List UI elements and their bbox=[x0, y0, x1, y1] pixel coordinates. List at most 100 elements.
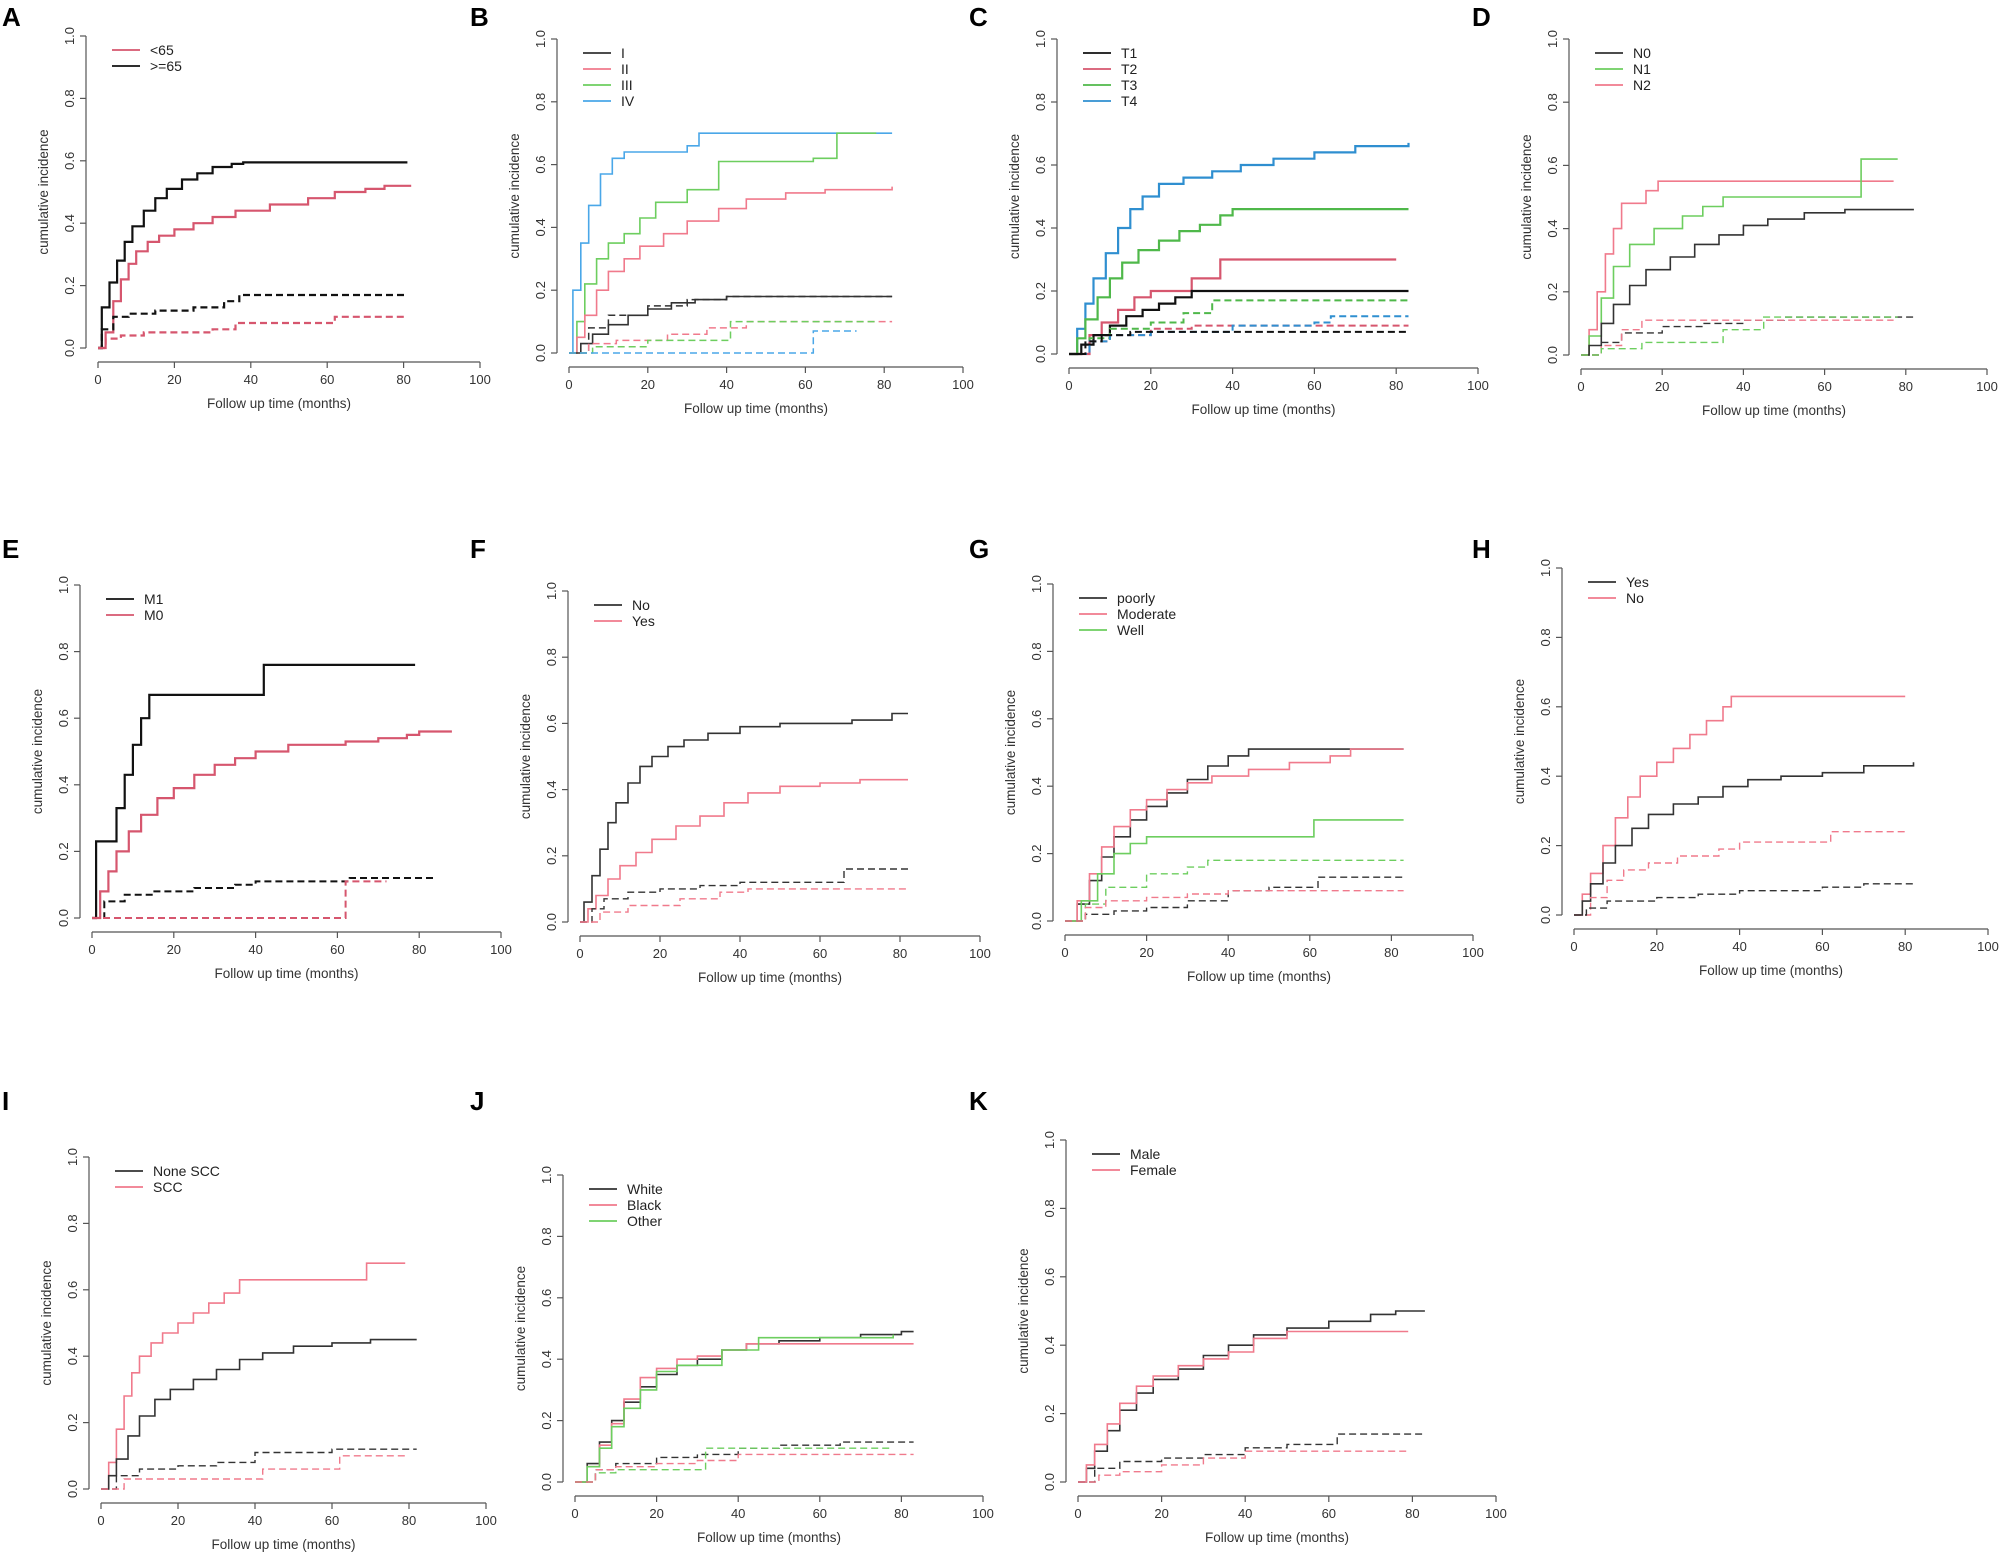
x-tick-label-e: 0 bbox=[88, 942, 95, 957]
x-tick-label-f: 0 bbox=[576, 946, 583, 961]
x-tick-label-d: 40 bbox=[1736, 379, 1750, 394]
panel-g: G 0 20 40 60 80 100 Follow up time (months) 0.0 0… bbox=[969, 534, 1484, 984]
y-tick-label-d: 0.4 bbox=[1545, 220, 1560, 238]
x-axis-title-g: Follow up time (months) bbox=[1187, 969, 1331, 984]
legend-label-k: Male bbox=[1130, 1146, 1161, 1162]
legend-label-g: Moderate bbox=[1117, 606, 1176, 622]
legend-label-c: T4 bbox=[1121, 93, 1138, 109]
series-line-i-none-scc bbox=[101, 1338, 417, 1490]
x-tick-label-d: 100 bbox=[1976, 379, 1998, 394]
y-axis-title-c: cumulative incidence bbox=[1007, 134, 1022, 259]
x-tick-label-i: 0 bbox=[97, 1513, 104, 1528]
series-line-b-iv-competing bbox=[569, 330, 857, 354]
series-line-k-male-competing bbox=[1078, 1433, 1425, 1483]
panel-letter-h: H bbox=[1472, 534, 1491, 564]
series-line-b-iv bbox=[569, 132, 893, 354]
y-tick-label-c: 1.0 bbox=[1033, 30, 1048, 48]
x-tick-label-c: 20 bbox=[1144, 378, 1158, 393]
y-tick-label-j: 0.6 bbox=[539, 1289, 554, 1307]
series-line-c-t4 bbox=[1069, 142, 1410, 356]
y-tick-label-k: 0.6 bbox=[1042, 1268, 1057, 1286]
y-tick-label-j: 0.0 bbox=[539, 1473, 554, 1491]
y-tick-label-j: 0.4 bbox=[539, 1350, 554, 1368]
x-tick-label-h: 0 bbox=[1570, 939, 1577, 954]
panel-a: A 0 20 40 60 80 100 Follow up time (months) 0.0 0… bbox=[2, 2, 491, 411]
y-tick-label-a: 0.4 bbox=[62, 214, 77, 232]
y-tick-label-h: 0.2 bbox=[1538, 837, 1553, 855]
y-tick-label-f: 0.6 bbox=[544, 714, 559, 732]
y-tick-label-c: 0.0 bbox=[1033, 345, 1048, 363]
x-tick-label-a: 0 bbox=[94, 372, 101, 387]
x-axis-title-i: Follow up time (months) bbox=[211, 1537, 355, 1552]
x-axis-title-h: Follow up time (months) bbox=[1699, 963, 1843, 978]
x-tick-label-f: 40 bbox=[733, 946, 747, 961]
x-tick-label-k: 40 bbox=[1238, 1506, 1252, 1521]
x-axis-title-f: Follow up time (months) bbox=[698, 970, 842, 985]
x-tick-label-h: 40 bbox=[1732, 939, 1746, 954]
series-line-b-ii bbox=[569, 186, 893, 354]
y-tick-label-h: 0.4 bbox=[1538, 767, 1553, 785]
y-tick-label-c: 0.6 bbox=[1033, 156, 1048, 174]
y-tick-label-f: 0.0 bbox=[544, 913, 559, 931]
legend-label-c: T2 bbox=[1121, 61, 1138, 77]
y-tick-label-d: 1.0 bbox=[1545, 30, 1560, 48]
x-tick-label-k: 20 bbox=[1154, 1506, 1168, 1521]
series-line-f-no-competing bbox=[580, 868, 908, 923]
y-tick-label-j: 0.2 bbox=[539, 1412, 554, 1430]
x-tick-label-g: 20 bbox=[1139, 945, 1153, 960]
series-line-e-m1-competing bbox=[92, 877, 436, 919]
x-axis-title-j: Follow up time (months) bbox=[697, 1530, 841, 1545]
y-tick-label-b: 0.0 bbox=[533, 344, 548, 362]
panel-letter-d: D bbox=[1472, 2, 1491, 32]
y-tick-label-k: 0.8 bbox=[1042, 1199, 1057, 1217]
y-tick-label-h: 0.6 bbox=[1538, 698, 1553, 716]
series-line-k-male bbox=[1078, 1310, 1425, 1483]
y-tick-label-d: 0.6 bbox=[1545, 156, 1560, 174]
x-tick-label-k: 80 bbox=[1405, 1506, 1419, 1521]
legend-label-e: M0 bbox=[144, 607, 164, 623]
x-tick-label-j: 40 bbox=[731, 1506, 745, 1521]
panel-f: F 0 20 40 60 80 100 Follow up time (months) 0.0 0… bbox=[470, 534, 991, 985]
x-tick-label-i: 80 bbox=[402, 1513, 416, 1528]
y-tick-label-f: 0.4 bbox=[544, 781, 559, 799]
series-line-c-t3 bbox=[1069, 208, 1409, 356]
legend-label-i: None SCC bbox=[153, 1163, 220, 1179]
legend-label-i: SCC bbox=[153, 1179, 183, 1195]
x-tick-label-h: 80 bbox=[1898, 939, 1912, 954]
x-tick-label-k: 100 bbox=[1485, 1506, 1507, 1521]
y-tick-label-h: 0.8 bbox=[1538, 628, 1553, 646]
series-line-h-no bbox=[1574, 695, 1906, 916]
x-tick-label-f: 100 bbox=[969, 946, 991, 961]
x-tick-label-g: 40 bbox=[1221, 945, 1235, 960]
legend-label-b: I bbox=[621, 45, 625, 61]
x-tick-label-a: 60 bbox=[320, 372, 334, 387]
x-tick-label-d: 20 bbox=[1655, 379, 1669, 394]
y-axis-title-e: cumulative incidence bbox=[30, 689, 45, 814]
x-tick-label-g: 0 bbox=[1061, 945, 1068, 960]
x-axis-title-d: Follow up time (months) bbox=[1702, 403, 1846, 418]
x-tick-label-f: 20 bbox=[653, 946, 667, 961]
x-tick-label-j: 60 bbox=[813, 1506, 827, 1521]
x-tick-label-b: 20 bbox=[641, 377, 655, 392]
panel-letter-e: E bbox=[2, 534, 19, 564]
panel-c: C 0 20 40 60 80 100 Follow up time (months) 0.0 0… bbox=[969, 2, 1489, 417]
y-tick-label-d: 0.0 bbox=[1545, 346, 1560, 364]
panel-j: J 0 20 40 60 80 100 Follow up time (months) 0.0 0… bbox=[470, 1086, 994, 1545]
y-tick-label-b: 0.2 bbox=[533, 281, 548, 299]
x-tick-label-i: 20 bbox=[171, 1513, 185, 1528]
x-tick-label-g: 100 bbox=[1462, 945, 1484, 960]
x-axis-title-b: Follow up time (months) bbox=[684, 401, 828, 416]
y-axis-title-i: cumulative incidence bbox=[39, 1260, 54, 1385]
x-tick-label-f: 60 bbox=[813, 946, 827, 961]
legend-label-e: M1 bbox=[144, 591, 164, 607]
legend-label-h: Yes bbox=[1626, 574, 1649, 590]
x-tick-label-b: 100 bbox=[952, 377, 974, 392]
legend-label-b: IV bbox=[621, 93, 635, 109]
legend-label-k: Female bbox=[1130, 1162, 1177, 1178]
y-tick-label-e: 0.0 bbox=[56, 909, 71, 927]
y-tick-label-b: 1.0 bbox=[533, 30, 548, 48]
legend-label-c: T3 bbox=[1121, 77, 1138, 93]
y-tick-label-g: 0.0 bbox=[1029, 912, 1044, 930]
